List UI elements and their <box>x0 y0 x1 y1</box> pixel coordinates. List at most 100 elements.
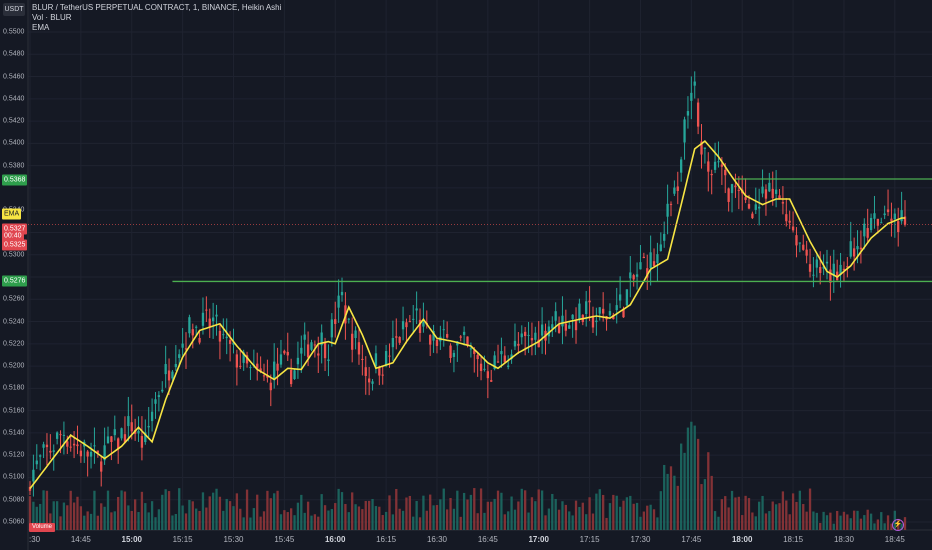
candle-body <box>306 344 310 358</box>
volume-bar <box>612 494 615 530</box>
candle-body <box>595 320 598 323</box>
volume-bar <box>734 497 737 530</box>
volume-bar <box>289 508 293 530</box>
volume-bar <box>161 494 164 530</box>
candle-body <box>659 244 662 251</box>
candle-body <box>218 330 222 342</box>
candle-body <box>534 332 537 340</box>
candle-body <box>656 254 659 263</box>
volume-bar <box>673 475 676 530</box>
candle-body <box>435 339 439 346</box>
price-tick-label: 0.5200 <box>3 362 25 370</box>
volume-bar <box>259 516 262 530</box>
volume-bar <box>768 511 771 530</box>
volume-bar <box>574 500 578 530</box>
time-tick-label: 16:15 <box>376 535 397 544</box>
volume-bar <box>150 501 154 530</box>
candle-body <box>66 441 69 447</box>
volume-bar <box>32 501 35 530</box>
volume-bar <box>737 496 740 530</box>
volume-bar <box>157 509 161 530</box>
candle-body <box>530 338 534 341</box>
candle-body <box>357 342 361 355</box>
candle-body <box>201 312 205 326</box>
candle-body <box>622 308 625 318</box>
candle-body <box>642 256 646 259</box>
volume-bar <box>791 493 795 530</box>
price-tick-label: 0.5440 <box>3 95 25 103</box>
candle-body <box>493 355 496 370</box>
volume-bar <box>279 514 283 530</box>
time-tick-label: 15:00 <box>121 535 142 544</box>
volume-bar <box>483 512 486 530</box>
volume-bar <box>395 488 398 530</box>
candle-body <box>768 182 771 192</box>
volume-pane-label: Volume <box>29 523 56 532</box>
volume-bar <box>381 515 384 530</box>
volume-bar <box>686 427 690 530</box>
volume-bar <box>785 500 788 530</box>
volume-bar <box>222 510 225 530</box>
volume-bar <box>93 490 96 530</box>
volume-bar <box>235 493 239 530</box>
volume-bar <box>876 519 880 530</box>
volume-bar <box>154 517 157 530</box>
candle-body <box>364 367 367 376</box>
volume-bar <box>663 464 666 530</box>
volume-bar <box>869 513 873 530</box>
candle-body <box>123 434 127 443</box>
lightning-icon[interactable]: ⚡ <box>892 519 904 531</box>
candle-body <box>886 209 890 213</box>
candle-body <box>269 382 272 391</box>
volume-bar <box>724 496 727 530</box>
candle-body <box>286 351 289 356</box>
candle-body <box>300 347 303 354</box>
volume-bar <box>656 517 659 530</box>
volume-bar <box>49 513 52 530</box>
candle-body <box>354 330 357 339</box>
volume-bar <box>557 509 561 530</box>
volume-bar <box>544 515 547 530</box>
candle-body <box>39 455 42 457</box>
chart-legend: BLUR / TetherUS PERPETUAL CONTRACT, 1, B… <box>32 3 281 33</box>
volume-bar <box>432 505 435 530</box>
ema-indicator-label[interactable]: EMA <box>32 23 50 32</box>
volume-bar <box>886 515 890 530</box>
candle-body <box>554 311 557 321</box>
candle-body <box>825 261 829 264</box>
volume-bar <box>707 452 710 530</box>
candle-body <box>713 161 717 170</box>
lower-level-price-tag: 0.5276 <box>2 275 28 287</box>
candle-body <box>717 161 720 163</box>
volume-bar <box>191 501 194 530</box>
candle-body <box>880 222 883 224</box>
volume-bar <box>863 515 866 530</box>
candle-body <box>147 425 150 428</box>
candle-body <box>730 184 734 194</box>
volume-bar <box>625 497 629 530</box>
candle-body <box>164 364 167 375</box>
quote-currency-badge[interactable]: USDT <box>3 3 25 16</box>
candle-body <box>591 315 595 328</box>
candle-body <box>418 319 422 333</box>
volume-bar <box>117 496 120 530</box>
volume-bar <box>113 511 116 530</box>
candle-body <box>764 189 768 199</box>
volume-bar <box>846 514 849 530</box>
volume-bar <box>300 494 303 530</box>
candle-body <box>483 368 486 370</box>
candle-body <box>510 354 513 359</box>
volume-bar <box>286 512 289 530</box>
volume-bar <box>476 513 479 530</box>
candle-body <box>527 334 530 336</box>
price-tick-label: 0.5140 <box>3 429 25 437</box>
volume-bar <box>144 503 147 530</box>
volume-bar <box>690 421 693 530</box>
volume-bar <box>503 514 506 530</box>
time-tick-label: 17:15 <box>579 535 600 544</box>
symbol-title[interactable]: BLUR / TetherUS PERPETUAL CONTRACT, 1, B… <box>32 3 282 12</box>
volume-bar <box>713 511 717 530</box>
volume-bar <box>435 505 439 530</box>
volume-indicator-label[interactable]: Vol · BLUR <box>32 13 72 22</box>
